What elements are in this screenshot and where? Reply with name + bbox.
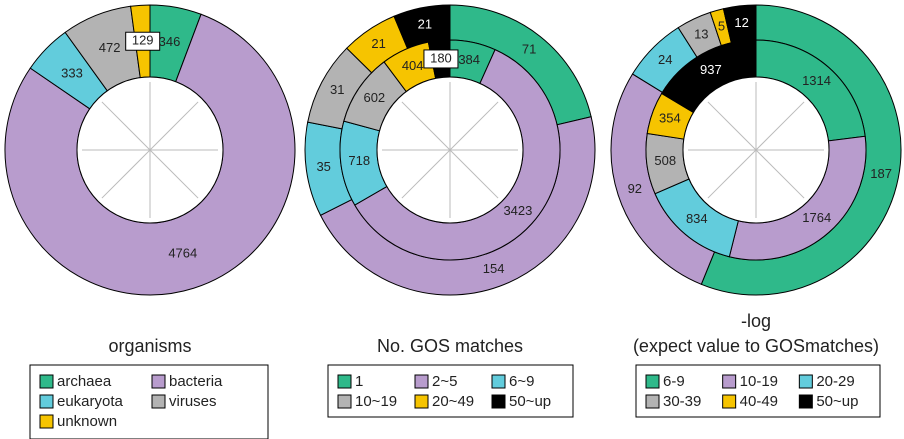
spoke xyxy=(449,101,499,151)
spoke xyxy=(755,101,805,151)
legend-swatch xyxy=(722,394,737,409)
legend-swatch xyxy=(337,374,352,389)
legend-label: 30-39 xyxy=(663,393,701,410)
data-label: 834 xyxy=(686,211,708,226)
legend-label: bacteria xyxy=(169,373,223,390)
data-label: 1764 xyxy=(802,210,831,225)
legend-label: unknown xyxy=(57,413,117,430)
legend-swatch xyxy=(337,394,352,409)
legend-swatch xyxy=(798,374,813,389)
data-label: 71 xyxy=(522,41,536,56)
spoke xyxy=(707,101,757,151)
data-label: 508 xyxy=(654,153,676,168)
data-label: 718 xyxy=(348,153,370,168)
data-label: 92 xyxy=(628,181,642,196)
legend-label: archaea xyxy=(57,373,112,390)
legend-label: 2~5 xyxy=(432,373,457,390)
legend-swatch xyxy=(491,374,506,389)
data-label: 180 xyxy=(430,50,452,65)
legend-label: eukaryota xyxy=(57,393,124,410)
data-label: 1314 xyxy=(802,73,831,88)
label-box xyxy=(423,49,459,69)
data-label: 21 xyxy=(371,36,385,51)
legend-swatch xyxy=(414,394,429,409)
data-label: 129 xyxy=(132,33,154,48)
chart-title: No. GOS matches xyxy=(377,336,523,356)
legend-swatch xyxy=(39,374,54,389)
data-label: 602 xyxy=(363,90,385,105)
legend-swatch xyxy=(491,394,506,409)
data-label: 24 xyxy=(658,52,672,67)
legend-swatch xyxy=(39,414,54,429)
spoke xyxy=(149,149,199,199)
legend-label: 20-29 xyxy=(816,373,854,390)
spoke xyxy=(149,101,199,151)
spoke xyxy=(449,149,499,199)
data-label: 354 xyxy=(659,110,681,125)
data-label: 346 xyxy=(159,34,181,49)
spoke xyxy=(401,149,451,199)
data-label: 404 xyxy=(402,58,424,73)
spoke xyxy=(707,149,757,199)
data-label: 154 xyxy=(483,261,505,276)
legend-swatch xyxy=(798,394,813,409)
spoke xyxy=(101,149,151,199)
legend-swatch xyxy=(151,374,166,389)
legend-swatch xyxy=(645,394,660,409)
spoke xyxy=(401,101,451,151)
legend-swatch xyxy=(151,394,166,409)
data-label: 937 xyxy=(700,62,722,77)
legend-swatch xyxy=(39,394,54,409)
legend-box xyxy=(327,364,574,418)
legend-label: 6~9 xyxy=(509,373,534,390)
data-label: 187 xyxy=(870,166,892,181)
legend-label: 40-49 xyxy=(740,393,778,410)
legend-label: 6-9 xyxy=(663,373,685,390)
legend-label: viruses xyxy=(169,393,217,410)
data-label: 5 xyxy=(718,19,725,34)
legend-label: 10-19 xyxy=(740,373,778,390)
legend-label: 1 xyxy=(355,373,363,390)
data-label: 472 xyxy=(99,40,121,55)
data-label: 21 xyxy=(418,16,432,31)
legend-box xyxy=(29,364,269,439)
legend-swatch xyxy=(722,374,737,389)
data-label: 35 xyxy=(316,159,330,174)
spoke xyxy=(755,149,805,199)
chart-title: -log xyxy=(741,311,771,331)
data-label: 384 xyxy=(458,52,480,67)
legend-box xyxy=(635,364,881,418)
chart-title: organisms xyxy=(108,336,191,356)
data-label: 12 xyxy=(734,15,748,30)
legend-label: 10~19 xyxy=(355,393,397,410)
data-label: 31 xyxy=(330,82,344,97)
data-label: 3423 xyxy=(503,203,532,218)
legend-swatch xyxy=(414,374,429,389)
chart-subtitle: (expect value to GOSmatches) xyxy=(633,336,879,356)
legend-label: 50~up xyxy=(816,393,858,410)
legend-label: 50~up xyxy=(509,393,551,410)
data-label: 13 xyxy=(694,26,708,41)
data-label: 4764 xyxy=(168,245,197,260)
spoke xyxy=(101,101,151,151)
legend-swatch xyxy=(645,374,660,389)
data-label: 333 xyxy=(61,65,83,80)
legend-label: 20~49 xyxy=(432,393,474,410)
label-box xyxy=(125,31,161,51)
